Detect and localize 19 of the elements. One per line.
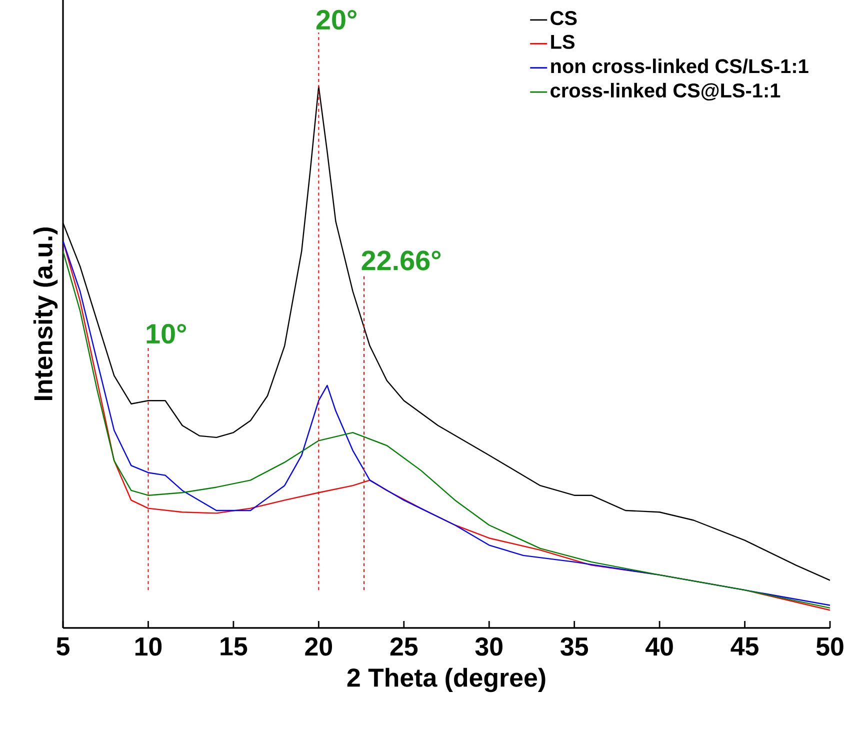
ref-line-label: 22.66° [362,250,441,270]
x-tick-label: 35 [560,637,588,656]
x-tick-label: 50 [816,637,844,656]
x-tick-label: 20 [305,637,332,656]
legend-label: LS [551,34,574,49]
x-tick-label: 40 [646,637,673,656]
x-tick-label: 45 [730,637,758,656]
x-tick-label: 15 [220,637,248,656]
x-tick-label: 5 [56,637,70,656]
legend-label: non cross-linked CS/LS-1:1 [551,58,808,74]
ref-line-label: 10° [146,324,186,344]
y-axis-title: Intensity (a.u.) [33,227,58,400]
x-tick-label: 30 [475,637,502,656]
x-axis-title: 2 Theta (degree) [347,668,546,692]
x-tick-label: 25 [390,637,418,656]
legend-label: CS [550,11,577,26]
ref-line-label: 20° [316,10,356,30]
x-tick-label: 10 [135,637,162,656]
legend-label: cross-linked CS@LS-1:1 [550,82,780,101]
